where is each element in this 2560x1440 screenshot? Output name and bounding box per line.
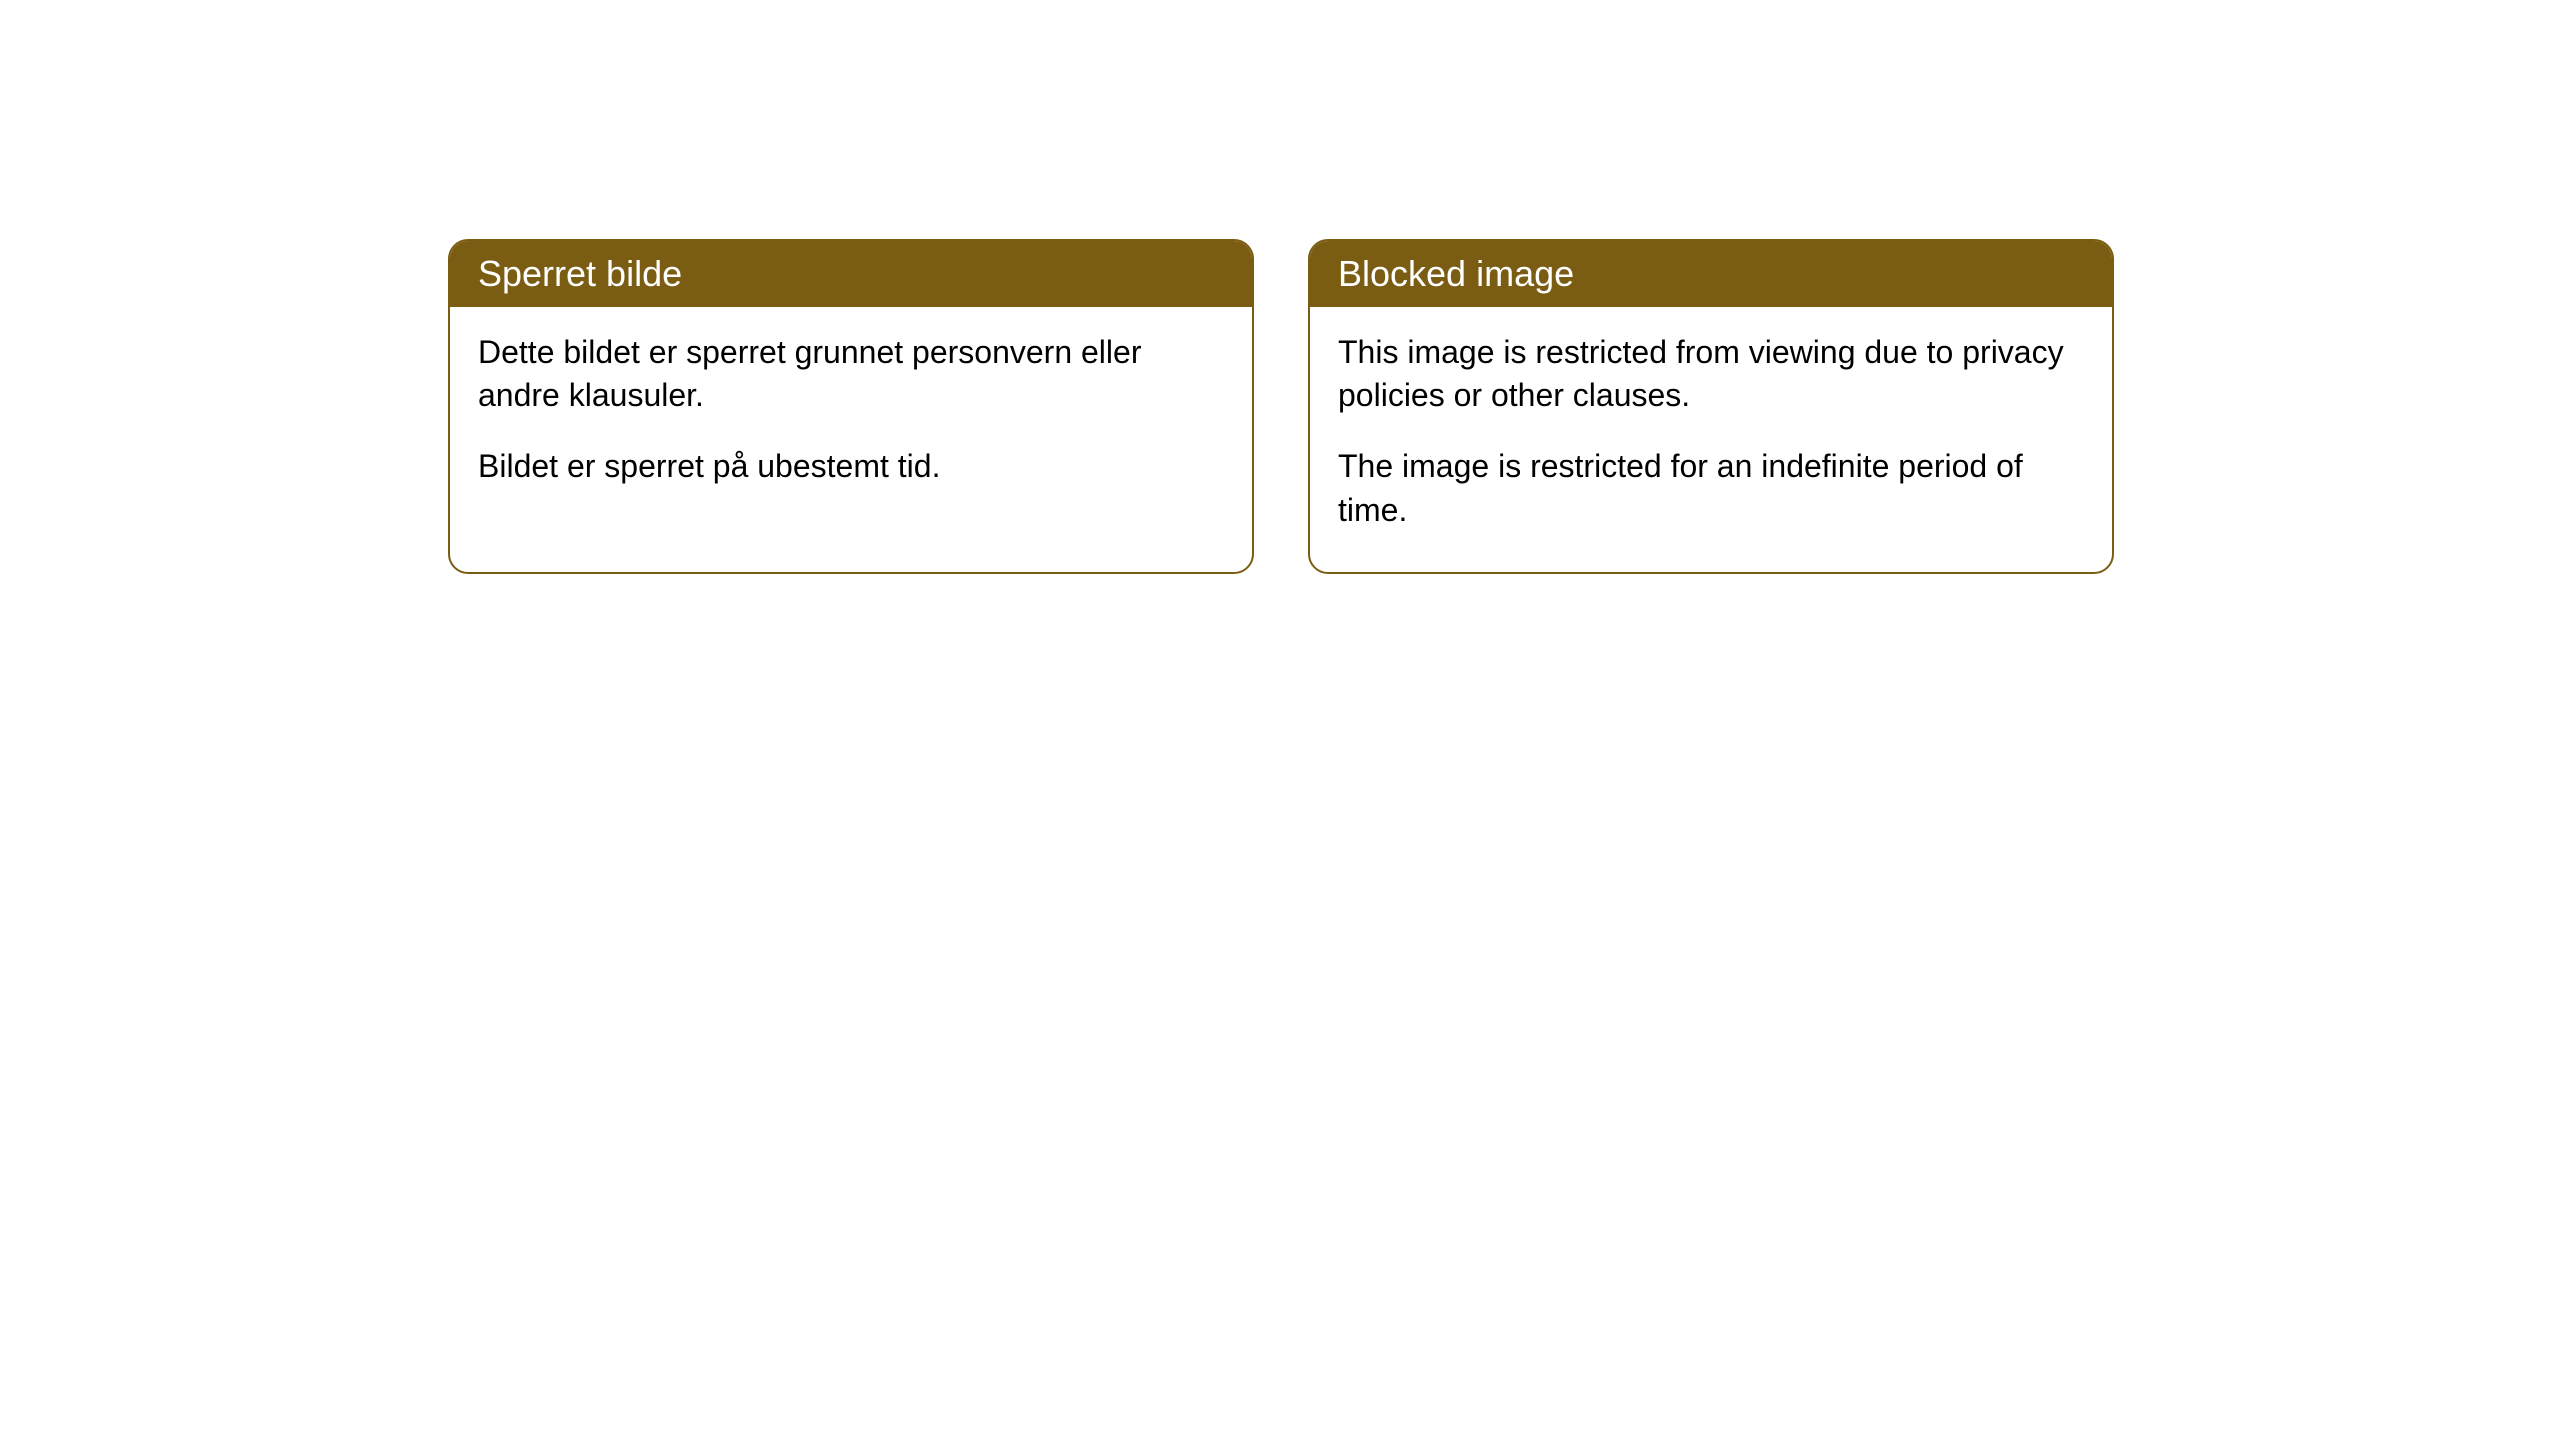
card-header: Blocked image	[1310, 241, 2112, 307]
card-body: Dette bildet er sperret grunnet personve…	[450, 307, 1252, 529]
card-header: Sperret bilde	[450, 241, 1252, 307]
card-title: Sperret bilde	[478, 253, 682, 294]
card-paragraph: Dette bildet er sperret grunnet personve…	[478, 331, 1224, 417]
card-paragraph: Bildet er sperret på ubestemt tid.	[478, 445, 1224, 488]
card-title: Blocked image	[1338, 253, 1574, 294]
notice-card-norwegian: Sperret bilde Dette bildet er sperret gr…	[448, 239, 1254, 574]
card-body: This image is restricted from viewing du…	[1310, 307, 2112, 572]
card-paragraph: This image is restricted from viewing du…	[1338, 331, 2084, 417]
notice-cards-container: Sperret bilde Dette bildet er sperret gr…	[448, 239, 2114, 574]
notice-card-english: Blocked image This image is restricted f…	[1308, 239, 2114, 574]
card-paragraph: The image is restricted for an indefinit…	[1338, 445, 2084, 531]
